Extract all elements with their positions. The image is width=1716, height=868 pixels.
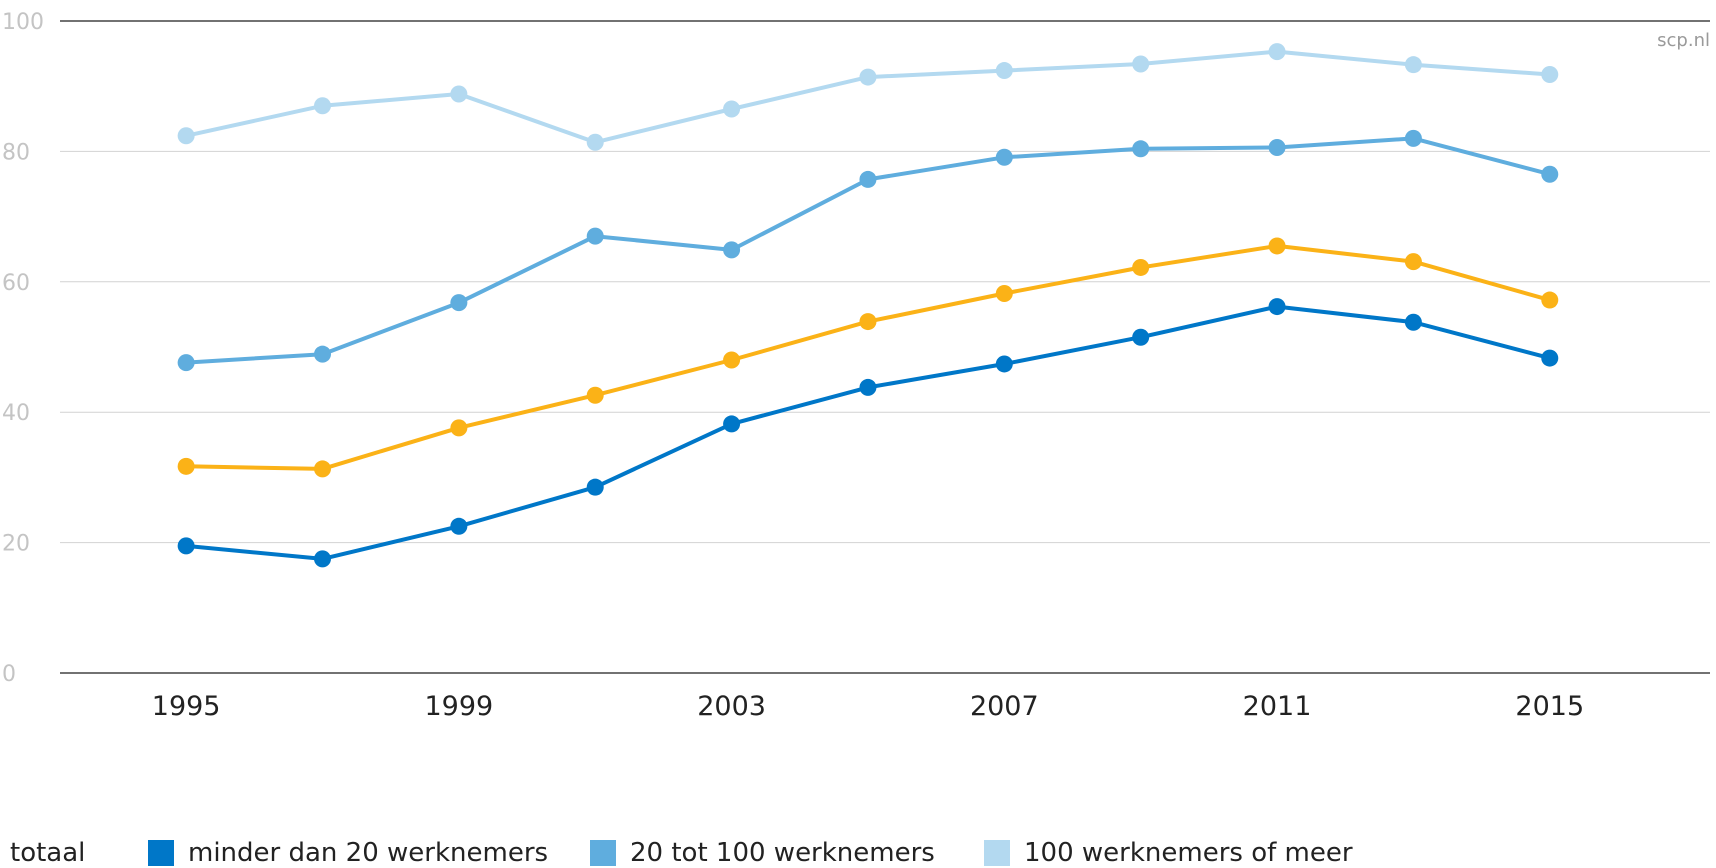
data-point bbox=[1268, 138, 1286, 156]
legend-swatch bbox=[148, 840, 174, 866]
legend-label: 20 tot 100 werknemers bbox=[630, 838, 935, 868]
series-group bbox=[177, 298, 1559, 568]
data-point bbox=[723, 241, 741, 259]
data-point bbox=[1541, 65, 1559, 83]
x-tick-label: 2015 bbox=[1515, 691, 1584, 722]
data-point bbox=[1541, 349, 1559, 367]
data-point bbox=[586, 133, 604, 151]
data-point bbox=[723, 415, 741, 433]
legend-label: totaal bbox=[10, 838, 86, 868]
data-point bbox=[1404, 313, 1422, 331]
legend-item: totaal bbox=[10, 838, 85, 868]
legend-item: 100 werknemers of meer bbox=[984, 838, 1353, 868]
data-point bbox=[1268, 298, 1286, 316]
data-point bbox=[1404, 56, 1422, 74]
data-point bbox=[995, 148, 1013, 166]
data-point bbox=[1541, 291, 1559, 309]
y-tick-label: 40 bbox=[2, 401, 30, 426]
data-point bbox=[859, 68, 877, 86]
data-point bbox=[723, 351, 741, 369]
data-point bbox=[859, 313, 877, 331]
series-group bbox=[177, 129, 1559, 372]
data-point bbox=[1268, 237, 1286, 255]
series-lines bbox=[177, 43, 1559, 568]
data-point bbox=[1132, 55, 1150, 73]
data-point bbox=[177, 127, 195, 145]
y-tick-label: 100 bbox=[2, 10, 44, 35]
legend-item: minder dan 20 werknemers bbox=[148, 838, 548, 868]
y-tick-label: 20 bbox=[2, 532, 30, 557]
data-point bbox=[177, 354, 195, 372]
series-line bbox=[184, 243, 1552, 471]
data-point bbox=[1132, 328, 1150, 346]
data-point bbox=[450, 517, 468, 535]
data-point bbox=[177, 537, 195, 555]
data-point bbox=[314, 97, 331, 115]
y-tick-label: 0 bbox=[2, 662, 16, 687]
data-point bbox=[1404, 129, 1422, 147]
legend-label: 100 werknemers of meer bbox=[1024, 838, 1353, 868]
series-group bbox=[177, 237, 1559, 478]
y-tick-label: 80 bbox=[2, 140, 30, 165]
data-point bbox=[1268, 43, 1286, 61]
y-axis-ticks: 0 20 40 60 80 100 bbox=[2, 10, 44, 687]
data-point bbox=[1132, 258, 1150, 276]
data-point bbox=[995, 355, 1013, 373]
legend-label: minder dan 20 werknemers bbox=[188, 838, 549, 868]
data-point bbox=[1132, 140, 1150, 158]
legend-swatch bbox=[590, 840, 616, 866]
x-tick-label: 1999 bbox=[425, 691, 494, 722]
data-point bbox=[450, 419, 468, 437]
x-axis-ticks: 1995 1999 2003 2007 2011 2015 bbox=[152, 691, 1584, 722]
legend-item: 20 tot 100 werknemers bbox=[590, 838, 935, 868]
data-point bbox=[586, 386, 604, 404]
data-point bbox=[1404, 253, 1422, 271]
data-point bbox=[586, 227, 604, 245]
data-point bbox=[995, 285, 1013, 303]
x-tick-label: 1995 bbox=[152, 691, 221, 722]
data-point bbox=[314, 550, 331, 568]
data-point bbox=[859, 170, 877, 188]
data-point bbox=[859, 378, 877, 396]
data-point bbox=[1541, 165, 1559, 183]
data-point bbox=[450, 294, 468, 312]
series-line bbox=[184, 304, 1552, 561]
x-tick-label: 2007 bbox=[970, 691, 1039, 722]
series-line bbox=[184, 49, 1552, 145]
y-tick-label: 60 bbox=[2, 271, 30, 296]
source-label: scp.nl bbox=[1657, 30, 1710, 51]
legend-swatch bbox=[984, 840, 1010, 866]
data-point bbox=[450, 85, 468, 103]
data-point bbox=[586, 478, 604, 496]
x-tick-label: 2003 bbox=[697, 691, 766, 722]
data-point bbox=[314, 345, 331, 363]
data-point bbox=[314, 460, 331, 478]
data-point bbox=[177, 457, 195, 475]
x-tick-label: 2011 bbox=[1243, 691, 1312, 722]
data-point bbox=[995, 62, 1013, 80]
series-group bbox=[177, 43, 1559, 151]
data-point bbox=[723, 100, 741, 118]
legend: totaal minder dan 20 werknemers 20 tot 100… bbox=[0, 838, 1716, 868]
gridlines bbox=[60, 20, 1710, 674]
